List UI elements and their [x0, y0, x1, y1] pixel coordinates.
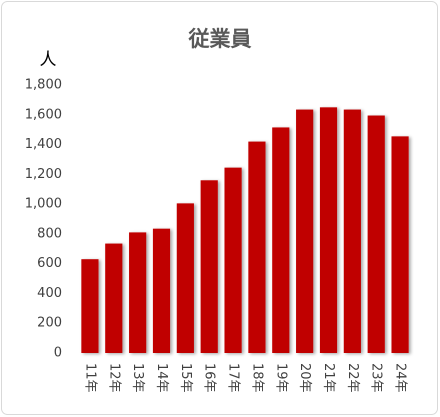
x-tick-label: 11年 [82, 363, 97, 393]
y-tick-label: 1,000 [25, 197, 62, 212]
x-tick-label: 22年 [345, 363, 360, 393]
bar [367, 115, 385, 354]
y-tick-label: 200 [37, 316, 62, 331]
x-tick-label: 16年 [202, 363, 217, 393]
bar [224, 167, 242, 353]
y-tick-label: 600 [37, 256, 62, 271]
y-tick-label: 1,800 [25, 78, 62, 93]
x-tick-label: 12年 [106, 363, 121, 393]
bar [248, 141, 266, 353]
y-tick-label: 1,200 [25, 167, 62, 182]
y-axis-label: 人 [40, 50, 57, 70]
x-tick-label: 18年 [249, 363, 264, 393]
y-tick-label: 800 [37, 226, 62, 241]
bar [129, 232, 147, 353]
y-tick-label: 1,600 [25, 107, 62, 122]
x-tick-label: 14年 [154, 363, 169, 393]
bar [319, 107, 338, 353]
x-tick-label: 21年 [321, 363, 336, 393]
bar [105, 243, 123, 353]
bar [272, 127, 290, 353]
x-tick-label: 20年 [297, 363, 312, 393]
x-tick-label: 17年 [226, 363, 241, 393]
chart-title: 従業員 [188, 27, 252, 51]
x-tick-label: 19年 [273, 363, 288, 393]
bar [296, 109, 314, 353]
bar [81, 259, 99, 353]
bar [343, 109, 361, 353]
bar [176, 203, 194, 353]
y-tick-label: 400 [37, 286, 62, 301]
x-tick-label: 24年 [393, 363, 408, 393]
bar [391, 136, 409, 353]
y-tick-label: 0 [54, 346, 62, 361]
x-tick-label: 23年 [369, 363, 384, 393]
x-tick-label: 15年 [178, 363, 193, 393]
bar [200, 180, 218, 353]
bar [152, 228, 171, 353]
x-tick-label: 13年 [130, 363, 145, 393]
y-tick-label: 1,400 [25, 137, 62, 152]
